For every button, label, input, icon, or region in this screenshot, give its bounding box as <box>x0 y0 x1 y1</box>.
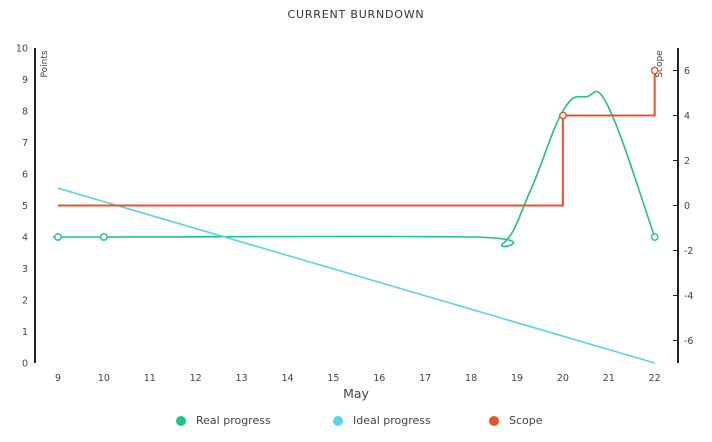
y-tick-label: 5 <box>22 201 28 212</box>
y2-tick-label: 0 <box>684 201 690 212</box>
y-tick-label: 3 <box>22 264 28 275</box>
y-tick-label: 0 <box>22 359 28 370</box>
x-tick-label: 10 <box>98 373 110 384</box>
x-tick-label: 20 <box>557 373 569 384</box>
x-tick-label: 18 <box>465 373 477 384</box>
y2-tick-label: -4 <box>684 291 693 302</box>
series-line-ideal-progress <box>57 187 655 364</box>
y2-tick-label: -2 <box>684 246 693 257</box>
legend-swatch-scope <box>489 415 499 426</box>
y-tick-label: 9 <box>22 75 28 86</box>
chart-title: CURRENT BURNDOWN <box>287 8 425 21</box>
x-axis-label: May <box>343 386 369 401</box>
legend: Real progress Ideal progress Scope <box>0 414 712 434</box>
y2-tick-label: -6 <box>684 336 693 347</box>
y-tick-label: 4 <box>22 233 28 244</box>
data-point-scope <box>650 66 659 75</box>
y-tick-label: 2 <box>22 296 28 307</box>
y2-axis-label: Scope <box>655 50 665 78</box>
legend-item-real-progress[interactable]: Real progress <box>176 414 271 427</box>
legend-swatch-real-progress <box>176 415 186 426</box>
legend-item-ideal-progress[interactable]: Ideal progress <box>333 414 431 427</box>
x-tick-label: 12 <box>190 373 202 384</box>
x-tick-label: 22 <box>649 373 661 384</box>
y-tick-label: 1 <box>22 327 28 338</box>
x-tick-label: 13 <box>236 373 248 384</box>
y-tick-label: 7 <box>22 138 28 149</box>
x-tick-label: 19 <box>511 373 523 384</box>
x-tick-label: 11 <box>144 373 156 384</box>
legend-item-scope[interactable]: Scope <box>489 414 543 427</box>
x-tick-label: 14 <box>281 373 293 384</box>
data-point-real-progress <box>54 233 62 241</box>
legend-label-ideal-progress: Ideal progress <box>353 414 431 427</box>
y-tick-label: 8 <box>22 107 28 118</box>
y2-tick-label: 4 <box>684 111 690 122</box>
data-point-scope <box>559 111 567 120</box>
legend-label-real-progress: Real progress <box>196 414 271 427</box>
data-point-real-progress <box>650 233 659 241</box>
x-tick-label: 21 <box>603 373 615 384</box>
legend-label-scope: Scope <box>509 414 543 427</box>
y2-tick-label: 2 <box>684 156 690 167</box>
x-tick-label: 15 <box>327 373 339 384</box>
series-line-scope <box>58 70 656 207</box>
y-tick-label: 6 <box>22 170 28 181</box>
data-point-real-progress <box>100 233 108 241</box>
y2-tick-label: 6 <box>684 66 690 77</box>
x-tick-label: 16 <box>373 373 385 384</box>
legend-swatch-ideal-progress <box>333 415 343 426</box>
x-tick-label: 9 <box>55 373 61 384</box>
x-tick-label: 17 <box>419 373 431 384</box>
y-axis-label: Points <box>40 50 50 77</box>
y-tick-label: 10 <box>16 44 28 55</box>
series-line-real-progress <box>52 90 656 248</box>
